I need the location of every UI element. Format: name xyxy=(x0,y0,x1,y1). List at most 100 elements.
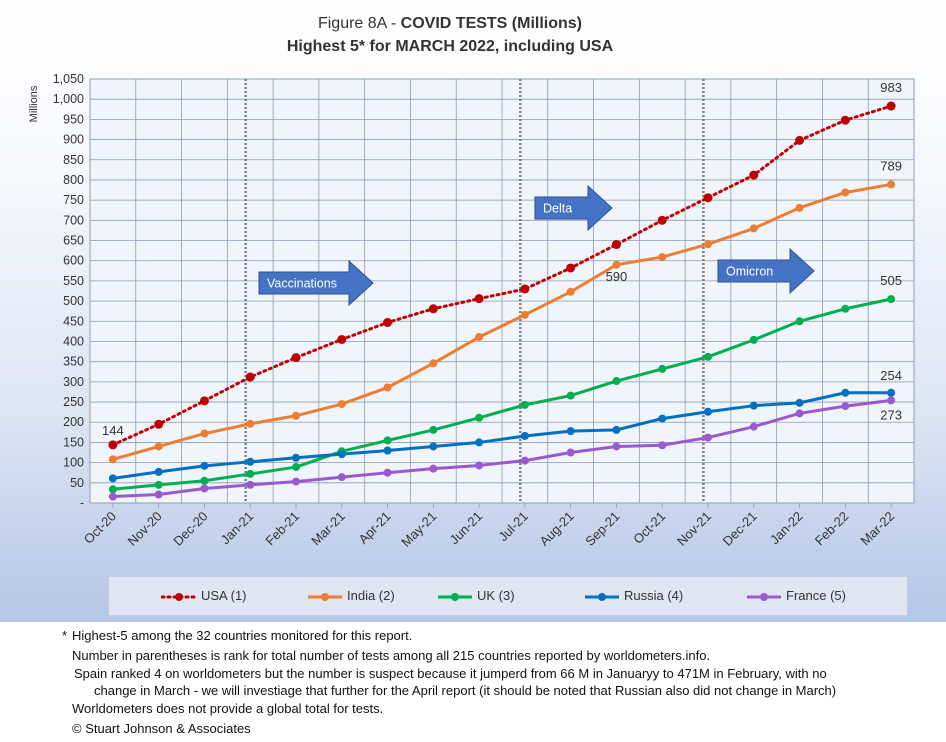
data-point-india xyxy=(841,188,850,197)
data-point-france xyxy=(200,484,209,493)
data-point-uk xyxy=(292,463,300,472)
x-tick-label: Oct-20 xyxy=(81,509,119,547)
event-arrow-omicron xyxy=(717,247,815,295)
y-tick-label: 900 xyxy=(63,133,84,147)
data-point-russia xyxy=(795,398,804,407)
data-point-france xyxy=(887,396,896,405)
data-point-uk xyxy=(108,485,117,494)
y-tick-label: 950 xyxy=(63,112,84,126)
y-tick-label: - xyxy=(80,496,84,510)
data-point-usa xyxy=(520,284,530,294)
data-point-india xyxy=(520,310,529,319)
x-tick-label: Sep-21 xyxy=(582,509,622,549)
event-label-delta: Delta xyxy=(543,202,572,216)
data-point-usa xyxy=(611,240,621,250)
legend-item-russia: Russia (4) xyxy=(584,588,683,604)
data-point-uk xyxy=(383,436,392,445)
legend-item-france: France (5) xyxy=(746,588,846,604)
series-line-uk xyxy=(112,297,892,491)
y-tick-label: 700 xyxy=(63,213,84,227)
y-tick-label: 850 xyxy=(63,153,84,167)
footnote-asterisk: * xyxy=(62,628,71,643)
legend-label-usa: USA (1) xyxy=(201,588,247,603)
y-tick-label: 50 xyxy=(70,476,84,490)
data-point-uk xyxy=(246,469,255,478)
data-point-usa xyxy=(428,304,438,314)
event-label-omicron: Omicron xyxy=(726,265,773,279)
data-point-russia xyxy=(108,474,117,483)
data-point-russia xyxy=(154,467,163,476)
data-label: 789 xyxy=(880,158,902,173)
legend-label-india: India (2) xyxy=(347,588,395,603)
data-point-france xyxy=(749,422,758,431)
data-label: 983 xyxy=(880,80,902,95)
data-point-russia xyxy=(704,407,712,416)
data-point-uk xyxy=(200,476,209,485)
data-point-india xyxy=(612,260,621,269)
data-label: 144 xyxy=(102,423,124,438)
y-tick-label: 350 xyxy=(63,355,84,369)
x-tick-label: Jan-22 xyxy=(767,509,806,548)
data-point-usa xyxy=(749,170,759,180)
event-arrow-delta xyxy=(534,184,613,232)
x-tick-label: Aug-21 xyxy=(537,509,577,549)
x-tick-label: Feb-22 xyxy=(812,509,852,549)
data-point-france xyxy=(612,442,621,451)
data-point-uk xyxy=(658,364,667,373)
legend-swatch-india xyxy=(308,592,342,601)
data-point-russia xyxy=(475,438,484,447)
data-point-france xyxy=(658,441,667,450)
series-line-russia xyxy=(112,391,892,480)
data-point-russia xyxy=(383,446,392,455)
data-point-india xyxy=(154,442,163,451)
data-point-usa xyxy=(840,115,850,125)
data-point-russia xyxy=(658,414,667,423)
series-line-france xyxy=(112,398,892,499)
data-point-india xyxy=(246,419,255,428)
x-tick-label: Mar-21 xyxy=(308,509,348,549)
data-label: 273 xyxy=(880,407,902,422)
x-tick-label: Feb-21 xyxy=(262,509,302,549)
x-tick-label: Jun-21 xyxy=(447,509,486,548)
data-point-india xyxy=(658,253,667,262)
data-point-russia xyxy=(429,442,438,451)
data-point-india xyxy=(108,455,117,464)
data-label: 505 xyxy=(880,273,902,288)
data-point-uk xyxy=(429,425,438,434)
data-point-russia xyxy=(566,427,575,436)
data-point-russia xyxy=(749,401,758,410)
data-point-russia xyxy=(200,461,209,470)
legend-item-uk: UK (3) xyxy=(437,588,515,604)
data-point-usa xyxy=(795,135,805,145)
legend-item-usa: USA (1) xyxy=(160,588,247,604)
legend-label-russia: Russia (4) xyxy=(624,588,684,603)
data-point-uk xyxy=(841,304,850,313)
data-point-usa xyxy=(291,353,301,363)
event-label-vaccinations: Vaccinations xyxy=(267,277,337,291)
y-tick-label: 450 xyxy=(63,314,84,328)
data-point-india xyxy=(383,383,392,392)
x-tick-label: May-21 xyxy=(398,509,439,550)
y-tick-label: 650 xyxy=(63,234,84,248)
data-point-france xyxy=(337,473,346,482)
x-tick-label: Jan-21 xyxy=(218,509,257,548)
x-tick-label: Dec-20 xyxy=(170,509,210,549)
data-point-france xyxy=(429,464,438,473)
x-tick-label: Mar-22 xyxy=(858,509,898,549)
data-point-usa xyxy=(245,372,255,382)
legend-swatch-russia xyxy=(585,592,619,601)
data-point-usa xyxy=(886,101,896,111)
data-point-india xyxy=(795,203,804,212)
data-label: 590 xyxy=(606,269,628,284)
footnote-line-1: Highest-5 among the 32 countries monitor… xyxy=(72,628,413,643)
y-tick-label: 750 xyxy=(63,193,84,207)
data-point-france xyxy=(795,409,804,418)
footnote-line-5: Worldometers does not provide a global t… xyxy=(72,701,384,716)
data-point-usa xyxy=(474,294,484,304)
event-arrow-vaccinations xyxy=(258,259,374,307)
data-point-france xyxy=(292,477,300,486)
data-point-france xyxy=(246,480,255,489)
y-tick-label: 300 xyxy=(63,375,84,389)
legend-swatch-france xyxy=(747,592,781,601)
